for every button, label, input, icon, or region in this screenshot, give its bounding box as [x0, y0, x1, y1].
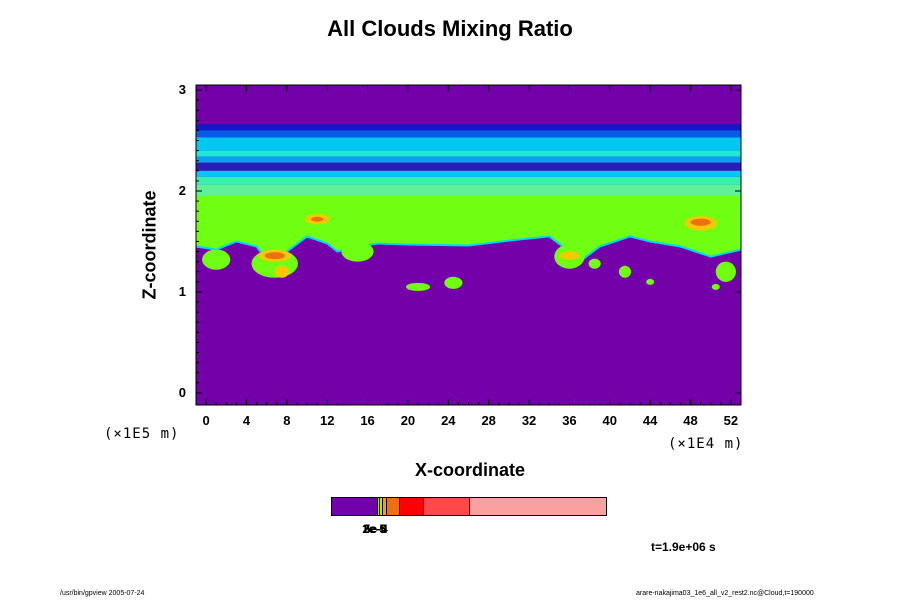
colorbar-segment: [332, 498, 378, 515]
y-axis-label: Z-coordinate: [139, 190, 160, 300]
x-tick-label: 8: [283, 413, 291, 428]
cloud-band-1: [196, 130, 741, 138]
x-axis-unit: (×1E4 m): [668, 436, 744, 452]
y-tick-label: 3: [178, 82, 186, 98]
cloud-patch-3: [264, 252, 285, 260]
x-axis-label: X-coordinate: [414, 460, 525, 480]
y-tick-label: 2: [178, 182, 186, 198]
cloud-patch-12: [588, 258, 601, 269]
cloud-band-5: [196, 162, 741, 171]
y-axis-unit: (×1E5 m): [104, 426, 180, 442]
cloud-band-3: [196, 150, 741, 157]
cloud-patch-13: [618, 265, 631, 278]
x-tick-label: 36: [562, 413, 577, 428]
colorbar-segment: [379, 498, 383, 515]
colorbar-label: 3e-5: [363, 522, 388, 536]
x-tick-label: 12: [319, 413, 335, 428]
cloud-patch-0: [202, 249, 231, 270]
cloud-patch-17: [646, 278, 655, 285]
cloud-layer-green: [196, 195, 741, 267]
colorbar-segment: [382, 498, 387, 515]
x-tick-label: 28: [481, 413, 496, 428]
cloud-band-2: [196, 137, 741, 151]
x-tick-label: 32: [521, 413, 537, 428]
footer-source: arare-nakajima03_1e6_all_v2_rest2.nc@Clo…: [636, 590, 814, 597]
cloud-patch-4: [274, 265, 289, 278]
colorbar: [331, 497, 607, 516]
time-label: t=1.9e+06 s: [651, 540, 716, 554]
cloud-patch-8: [405, 282, 431, 291]
colorbar-label: 1e-5: [362, 522, 387, 536]
x-tick-label: 52: [723, 413, 739, 428]
footer-command: /usr/bin/gpview 2005-07-24: [60, 590, 145, 597]
x-tick-label: 0: [202, 413, 210, 428]
cloud-patch-9: [444, 276, 463, 289]
x-tick-label: 24: [441, 413, 456, 428]
cloud-patch-6: [311, 216, 324, 222]
cloud-patch-7: [341, 241, 374, 262]
cloud-patch-18: [711, 283, 720, 290]
cloud-band-8: [196, 184, 741, 197]
colorbar-segment: [469, 498, 606, 515]
colorbar-segment: [377, 498, 380, 515]
x-tick-label: 44: [642, 413, 658, 428]
y-tick-label: 1: [178, 283, 186, 299]
cloud-patch-15: [690, 218, 711, 226]
colorbar-segment: [422, 498, 470, 515]
cloud-band-0: [196, 124, 741, 131]
x-tick-label: 40: [602, 413, 618, 428]
colorbar-label: 5e-4: [363, 522, 388, 536]
x-tick-label: 20: [400, 413, 416, 428]
colorbar-label: 2e-5: [362, 522, 387, 536]
x-tick-label: 4: [242, 413, 251, 428]
cloud-patch-11: [559, 251, 580, 260]
x-tick-label: 48: [683, 413, 698, 428]
y-tick-label: 0: [178, 384, 186, 400]
x-tick-label: 16: [360, 413, 375, 428]
colorbar-segment: [386, 498, 400, 515]
cloud-band-7: [196, 176, 741, 185]
chart-title: All Clouds Mixing Ratio: [327, 16, 573, 41]
cloud-patch-16: [715, 261, 736, 282]
colorbar-segment: [399, 498, 423, 515]
cloud-band-6: [196, 170, 741, 177]
cloud-band-4: [196, 156, 741, 163]
